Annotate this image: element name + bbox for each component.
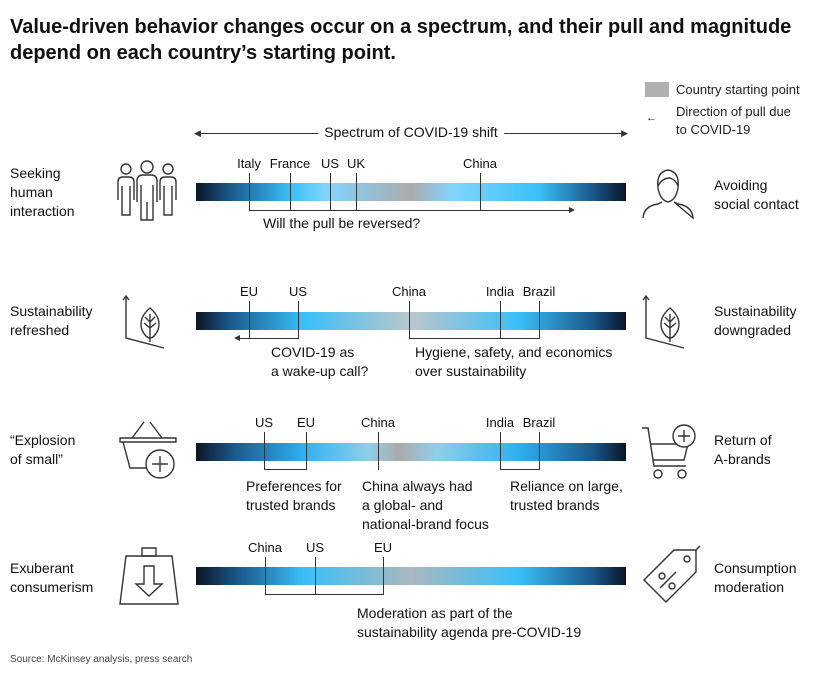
row1-note: Will the pull be reversed? (263, 215, 421, 231)
row3-note-left: Preferences for trusted brands (246, 478, 342, 513)
legend-swatch (645, 82, 669, 97)
row3-note-right: Reliance on large, trusted brands (510, 478, 623, 513)
legend-direction-line1: Direction of pull due (676, 104, 791, 119)
cart-plus-icon (640, 422, 698, 485)
row4-right-label: Consumption moderation (714, 560, 797, 595)
row1-left-label: Seeking human interaction (10, 165, 75, 219)
basket-plus-icon (118, 420, 182, 485)
row4-spectrum-bar (196, 567, 626, 585)
page-title: Value-driven behavior changes occur on a… (10, 16, 792, 64)
spectrum-header: ◀ ▶ Spectrum of COVID-19 shift (194, 124, 628, 144)
row3-right-label: Return of A-brands (714, 432, 772, 467)
row1-country-italy: Italy (237, 156, 261, 171)
growth-leaf-icon (640, 294, 686, 355)
person-icon (640, 164, 696, 225)
discount-tag-icon (640, 545, 701, 611)
legend-direction-line2: to COVID-19 (676, 122, 751, 137)
row4-left-label: Exuberant consumerism (10, 560, 94, 595)
row2-spectrum-bar (196, 312, 626, 330)
row2-country-brazil: Brazil (522, 284, 556, 299)
growth-leaf-icon (120, 294, 166, 355)
people-group-icon (116, 160, 178, 227)
row4-country-china: China (248, 540, 282, 555)
arrow-right-icon: ▶ (621, 128, 628, 138)
row1-right-label: Avoiding social contact (714, 177, 799, 212)
row3-country-eu: EU (296, 415, 316, 430)
row3-country-china: China (361, 415, 395, 430)
row2-country-china: China (392, 284, 426, 299)
weight-down-icon (118, 546, 180, 611)
row1-country-china: China (463, 156, 497, 171)
row1-country-uk: UK (346, 156, 366, 171)
row3-spectrum-bar (196, 443, 626, 461)
row4-note: Moderation as part of the sustainability … (357, 605, 582, 640)
row3-country-india: India (485, 415, 515, 430)
row1-country-france: France (269, 156, 311, 171)
row2-note-left: COVID-19 as a wake-up call? (271, 344, 369, 379)
arrow-left-icon: ◀ (194, 128, 201, 138)
pull-arrow-right-icon (569, 207, 575, 213)
row3-left-label: “Explosion of small” (10, 432, 76, 467)
row2-left-label: Sustainability refreshed (10, 303, 93, 338)
source-note: Source: McKinsey analysis, press search (10, 654, 193, 665)
row3-country-brazil: Brazil (522, 415, 556, 430)
row3-country-us: US (254, 415, 274, 430)
row1-spectrum-bar (196, 183, 626, 201)
pull-arrow-left-icon (234, 335, 240, 341)
row2-country-us: US (288, 284, 308, 299)
row2-note-right: Hygiene, safety, and economics over susta… (415, 344, 613, 379)
row1-country-us: US (320, 156, 340, 171)
row4-country-eu: EU (373, 540, 393, 555)
row2-country-eu: EU (239, 284, 259, 299)
row3-note-middle: China always had a global- and national-br… (362, 478, 489, 532)
row2-right-label: Sustainability downgraded (714, 303, 797, 338)
row2-country-india: India (485, 284, 515, 299)
legend-arrow-icon: ← (646, 112, 657, 124)
spectrum-label: Spectrum of COVID-19 shift (318, 124, 504, 140)
legend-starting-point: Country starting point (676, 82, 800, 97)
row4-country-us: US (305, 540, 325, 555)
